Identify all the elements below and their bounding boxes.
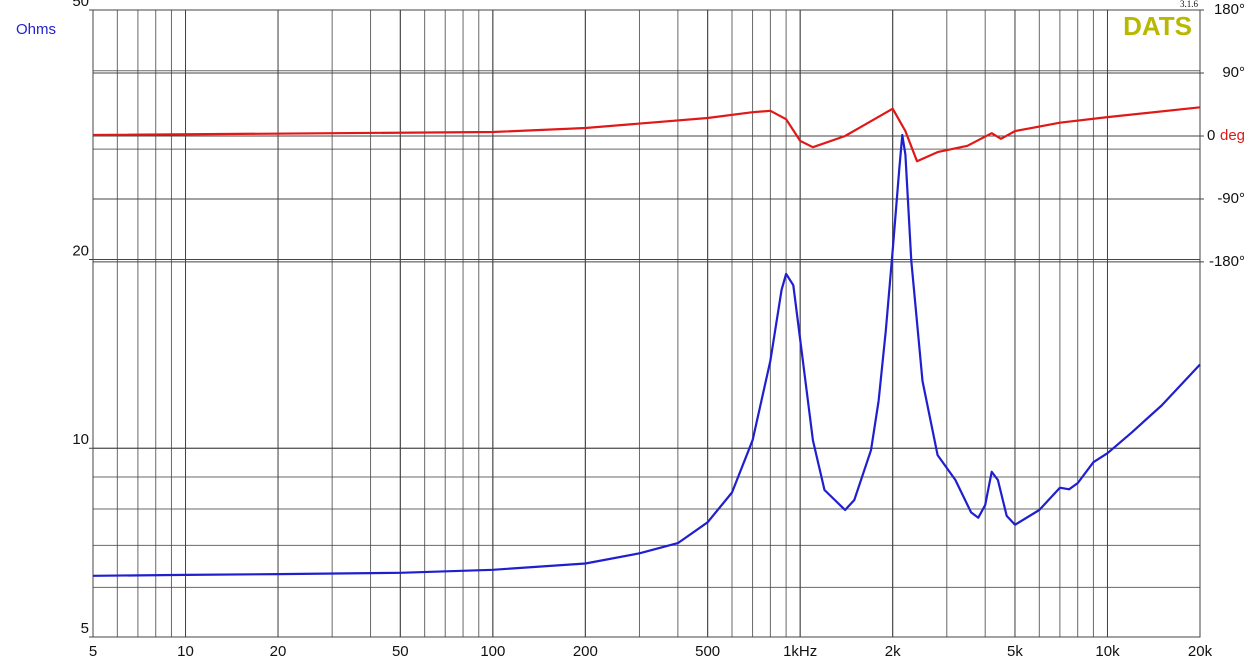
plot-frame	[92, 9, 1201, 638]
y-tick-label: 5	[81, 620, 89, 637]
brand: DATS	[1123, 11, 1192, 41]
x-tick-label: 50	[392, 643, 409, 660]
y2-tick-label: -180°	[1209, 253, 1245, 270]
y2-unit: deg	[1220, 127, 1245, 144]
x-tick-label: 10	[177, 643, 194, 660]
y-tick-label: 20	[72, 242, 89, 259]
x-tick-label: 5k	[1007, 643, 1023, 660]
y-tick-label: 10	[72, 431, 89, 448]
x-tick-label: 20k	[1188, 643, 1213, 660]
x-tick-label: 2k	[885, 643, 901, 660]
x-tick-label: 500	[695, 643, 720, 660]
x-tick-label: 10k	[1095, 643, 1120, 660]
y-axis-label: Ohms	[16, 21, 56, 38]
x-tick-label: 1kHz	[783, 643, 817, 660]
y2-tick-label: -90°	[1217, 190, 1245, 207]
series-line	[92, 133, 1201, 577]
x-tick-label: 200	[573, 643, 598, 660]
version: 3.1.6	[1180, 0, 1199, 9]
x-tick-label: 100	[480, 643, 505, 660]
x-tick-label: 5	[89, 643, 97, 660]
y2-tick-label: 90°	[1222, 64, 1245, 81]
series-line	[92, 106, 1201, 163]
x-tick-label: 20	[270, 643, 287, 660]
y-tick-label: 50	[72, 0, 89, 10]
y2-tick-label: 180°	[1214, 1, 1245, 18]
y2-tick-label: 0	[1207, 127, 1215, 144]
